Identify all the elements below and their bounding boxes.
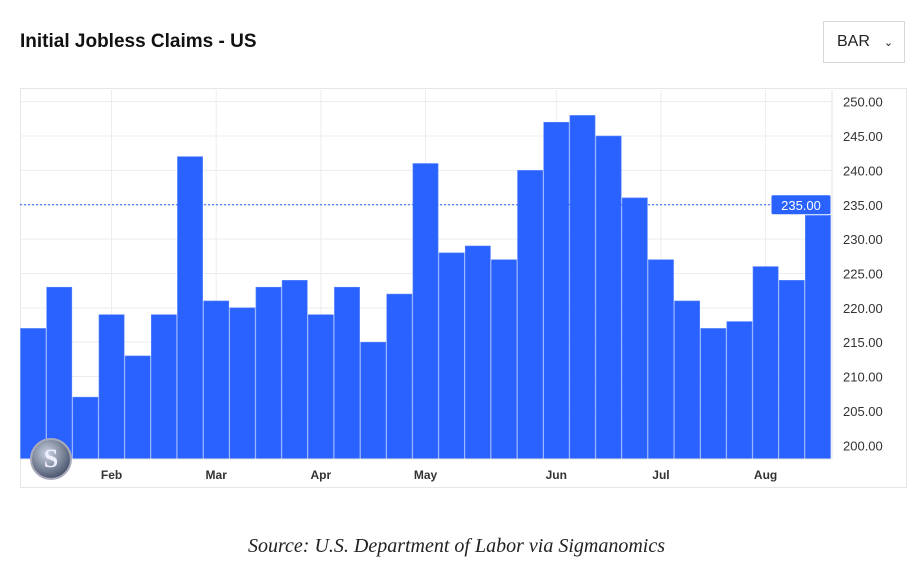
bar bbox=[177, 156, 203, 460]
x-tick-label: Jul bbox=[652, 468, 669, 482]
x-tick-label: Mar bbox=[206, 468, 228, 482]
y-tick-label: 215.00 bbox=[843, 335, 883, 350]
bar bbox=[543, 121, 570, 460]
y-tick-label: 200.00 bbox=[843, 438, 883, 453]
bar bbox=[255, 286, 282, 460]
bar bbox=[307, 314, 334, 460]
last-value-badge bbox=[770, 194, 832, 216]
y-tick-label: 240.00 bbox=[843, 163, 883, 178]
x-tick-label: Jun bbox=[546, 468, 567, 482]
chart-type-dropdown[interactable]: BAR ⌄ bbox=[823, 21, 905, 63]
chart-title: Initial Jobless Claims - US bbox=[20, 31, 257, 52]
bar bbox=[778, 280, 805, 460]
x-tick-label: Feb bbox=[101, 468, 122, 482]
bar bbox=[20, 328, 46, 460]
bar bbox=[360, 341, 387, 460]
y-tick-label: 245.00 bbox=[843, 129, 883, 144]
bar bbox=[517, 170, 544, 460]
y-tick-label: 235.00 bbox=[843, 198, 883, 213]
bar bbox=[569, 115, 596, 460]
bar bbox=[281, 280, 308, 460]
y-tick-label: 220.00 bbox=[843, 301, 883, 316]
bar bbox=[464, 245, 491, 460]
bar bbox=[805, 204, 831, 460]
bar bbox=[151, 314, 177, 460]
bar bbox=[124, 355, 151, 460]
x-tick-label: May bbox=[414, 468, 438, 482]
y-tick-label: 250.00 bbox=[843, 95, 883, 110]
bar bbox=[72, 396, 99, 460]
bar bbox=[98, 314, 125, 460]
y-tick-label: 210.00 bbox=[843, 370, 883, 385]
y-tick-label: 205.00 bbox=[843, 404, 883, 419]
bar bbox=[334, 286, 360, 460]
chart-type-label: BAR bbox=[837, 33, 870, 50]
bar bbox=[700, 328, 727, 460]
bar bbox=[229, 307, 256, 460]
y-tick-label: 225.00 bbox=[843, 266, 883, 281]
bar bbox=[412, 163, 439, 460]
bar bbox=[752, 266, 779, 460]
x-tick-label: Apr bbox=[311, 468, 332, 482]
bar bbox=[621, 197, 648, 460]
bar bbox=[203, 300, 230, 460]
source-caption: Source: U.S. Department of Labor via Sig… bbox=[248, 535, 665, 557]
bar bbox=[726, 321, 753, 460]
sigmanomics-logo: S bbox=[30, 438, 72, 480]
bar bbox=[648, 259, 674, 460]
bar bbox=[438, 252, 465, 460]
last-value-label: 235.00 bbox=[781, 198, 821, 213]
bar bbox=[491, 259, 517, 460]
bar bbox=[674, 300, 700, 460]
bar bbox=[46, 286, 73, 460]
y-tick-label: 230.00 bbox=[843, 232, 883, 247]
bar bbox=[386, 293, 413, 460]
bar bbox=[595, 135, 622, 460]
chart-frame bbox=[20, 88, 907, 488]
chevron-down-icon: ⌄ bbox=[883, 36, 894, 49]
x-tick-label: Aug bbox=[754, 468, 777, 482]
